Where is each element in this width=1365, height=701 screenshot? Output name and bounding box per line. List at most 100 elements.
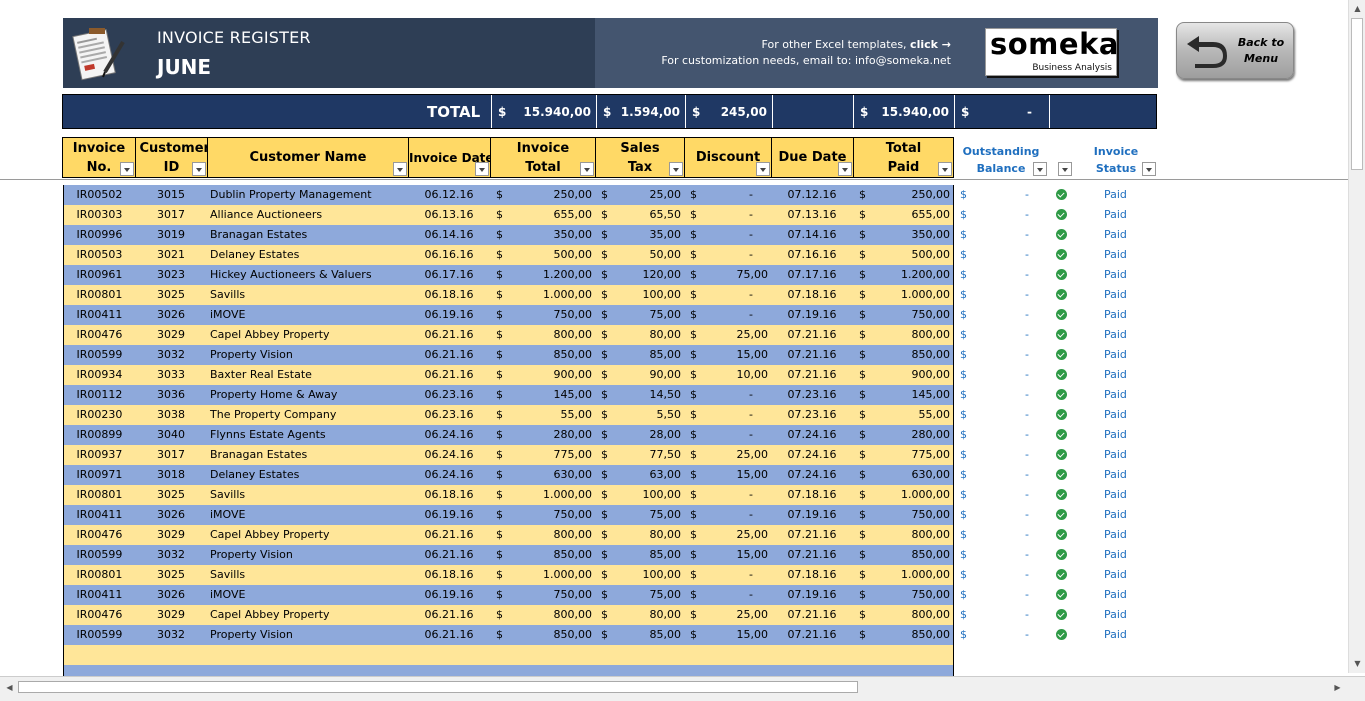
cell-date[interactable]: 06.12.16 [408, 185, 491, 205]
cell-id[interactable]: 3029 [135, 605, 208, 625]
cell-date[interactable]: 06.23.16 [408, 385, 491, 405]
cell-total[interactable]: $800,00 [490, 605, 596, 625]
cell-no[interactable]: IR00899 [63, 425, 136, 445]
cell-discount[interactable] [684, 645, 772, 665]
cell-due[interactable]: 07.19.16 [771, 585, 854, 605]
cell-total[interactable]: $750,00 [490, 305, 596, 325]
cell-name[interactable]: Savills [207, 565, 409, 585]
filter-dropdown-icon[interactable] [580, 162, 594, 176]
cell-name[interactable]: Branagan Estates [207, 445, 409, 465]
cell-id[interactable]: 3038 [135, 405, 208, 425]
cell-total[interactable]: $800,00 [490, 525, 596, 545]
cell-paid[interactable]: $850,00 [853, 545, 954, 565]
cell-date[interactable]: 06.21.16 [408, 605, 491, 625]
cell-discount[interactable]: $ - [684, 305, 772, 325]
cell-date[interactable]: 06.13.16 [408, 205, 491, 225]
cell-date[interactable]: 06.14.16 [408, 225, 491, 245]
cell-id[interactable]: 3023 [135, 265, 208, 285]
cell-id[interactable]: 3015 [135, 185, 208, 205]
cell-due[interactable]: 07.21.16 [771, 625, 854, 645]
cell-paid[interactable]: $350,00 [853, 225, 954, 245]
cell-due[interactable]: 07.13.16 [771, 205, 854, 225]
cell-discount[interactable]: $75,00 [684, 265, 772, 285]
cell-name[interactable]: The Property Company [207, 405, 409, 425]
cell-tax[interactable]: $25,00 [595, 185, 685, 205]
cell-paid[interactable]: $900,00 [853, 365, 954, 385]
cell-no[interactable]: IR00411 [63, 305, 136, 325]
cell-id[interactable]: 3026 [135, 505, 208, 525]
horizontal-scroll-thumb[interactable] [18, 681, 858, 693]
cell-no[interactable]: IR00996 [63, 225, 136, 245]
cell-due[interactable]: 07.24.16 [771, 425, 854, 445]
cell-paid[interactable]: $1.200,00 [853, 265, 954, 285]
cell-name[interactable]: Baxter Real Estate [207, 365, 409, 385]
cell-date[interactable]: 06.19.16 [408, 305, 491, 325]
cell-discount[interactable]: $ - [684, 585, 772, 605]
cell-paid[interactable]: $800,00 [853, 605, 954, 625]
cell-tax[interactable]: $100,00 [595, 285, 685, 305]
cell-no[interactable]: IR00961 [63, 265, 136, 285]
cell-discount[interactable]: $25,00 [684, 605, 772, 625]
cell-discount[interactable]: $ - [684, 225, 772, 245]
cell-no[interactable]: IR00599 [63, 625, 136, 645]
cell-discount[interactable]: $ - [684, 385, 772, 405]
cell-due[interactable]: 07.19.16 [771, 305, 854, 325]
cell-name[interactable]: Capel Abbey Property [207, 525, 409, 545]
cell-due[interactable]: 07.21.16 [771, 545, 854, 565]
filter-dropdown-icon[interactable] [669, 162, 683, 176]
cell-no[interactable]: IR00230 [63, 405, 136, 425]
back-to-menu-button[interactable]: Back to Menu [1176, 22, 1294, 79]
cell-tax[interactable]: $80,00 [595, 325, 685, 345]
cell-due[interactable]: 07.21.16 [771, 345, 854, 365]
cell-id[interactable]: 3026 [135, 585, 208, 605]
cell-discount[interactable]: $25,00 [684, 525, 772, 545]
cell-due[interactable]: 07.21.16 [771, 525, 854, 545]
cell-no[interactable]: IR00476 [63, 525, 136, 545]
cell-name[interactable]: Property Vision [207, 625, 409, 645]
cell-date[interactable]: 06.21.16 [408, 325, 491, 345]
cell-paid[interactable] [853, 645, 954, 665]
cell-no[interactable]: IR00599 [63, 545, 136, 565]
cell-id[interactable]: 3029 [135, 525, 208, 545]
cell-total[interactable]: $1.000,00 [490, 285, 596, 305]
cell-discount[interactable]: $ - [684, 205, 772, 225]
cell-date[interactable]: 06.21.16 [408, 365, 491, 385]
cell-paid[interactable]: $1.000,00 [853, 485, 954, 505]
cell-no[interactable] [63, 645, 136, 665]
cell-paid[interactable]: $280,00 [853, 425, 954, 445]
cell-date[interactable]: 06.24.16 [408, 465, 491, 485]
cell-tax[interactable]: $100,00 [595, 485, 685, 505]
cell-tax[interactable]: $85,00 [595, 345, 685, 365]
cell-paid[interactable]: $850,00 [853, 625, 954, 645]
cell-discount[interactable]: $ - [684, 285, 772, 305]
cell-total[interactable] [490, 645, 596, 665]
cell-no[interactable]: IR00411 [63, 585, 136, 605]
cell-date[interactable]: 06.16.16 [408, 245, 491, 265]
cell-tax[interactable]: $50,00 [595, 245, 685, 265]
cell-total[interactable]: $350,00 [490, 225, 596, 245]
cell-tax[interactable]: $120,00 [595, 265, 685, 285]
cell-name[interactable]: Hickey Auctioneers & Valuers [207, 265, 409, 285]
scroll-up-icon[interactable]: ▲ [1354, 4, 1361, 13]
cell-due[interactable]: 07.21.16 [771, 605, 854, 625]
cell-tax[interactable]: $5,50 [595, 405, 685, 425]
cell-due[interactable]: 07.21.16 [771, 365, 854, 385]
cell-discount[interactable]: $ - [684, 485, 772, 505]
cell-due[interactable]: 07.17.16 [771, 265, 854, 285]
cell-total[interactable]: $750,00 [490, 585, 596, 605]
cell-paid[interactable]: $850,00 [853, 345, 954, 365]
cell-total[interactable]: $850,00 [490, 545, 596, 565]
cell-paid[interactable]: $1.000,00 [853, 285, 954, 305]
cell-name[interactable]: iMOVE [207, 305, 409, 325]
cell-id[interactable]: 3025 [135, 565, 208, 585]
cell-total[interactable]: $145,00 [490, 385, 596, 405]
cell-tax[interactable]: $28,00 [595, 425, 685, 445]
horizontal-scrollbar[interactable]: ◀ ▶ [0, 676, 1365, 701]
filter-dropdown-icon[interactable] [838, 162, 852, 176]
cell-id[interactable]: 3032 [135, 345, 208, 365]
cell-name[interactable] [207, 645, 409, 665]
cell-tax[interactable]: $65,50 [595, 205, 685, 225]
cell-tax[interactable]: $75,00 [595, 505, 685, 525]
cell-no[interactable]: IR00112 [63, 385, 136, 405]
cell-id[interactable]: 3021 [135, 245, 208, 265]
